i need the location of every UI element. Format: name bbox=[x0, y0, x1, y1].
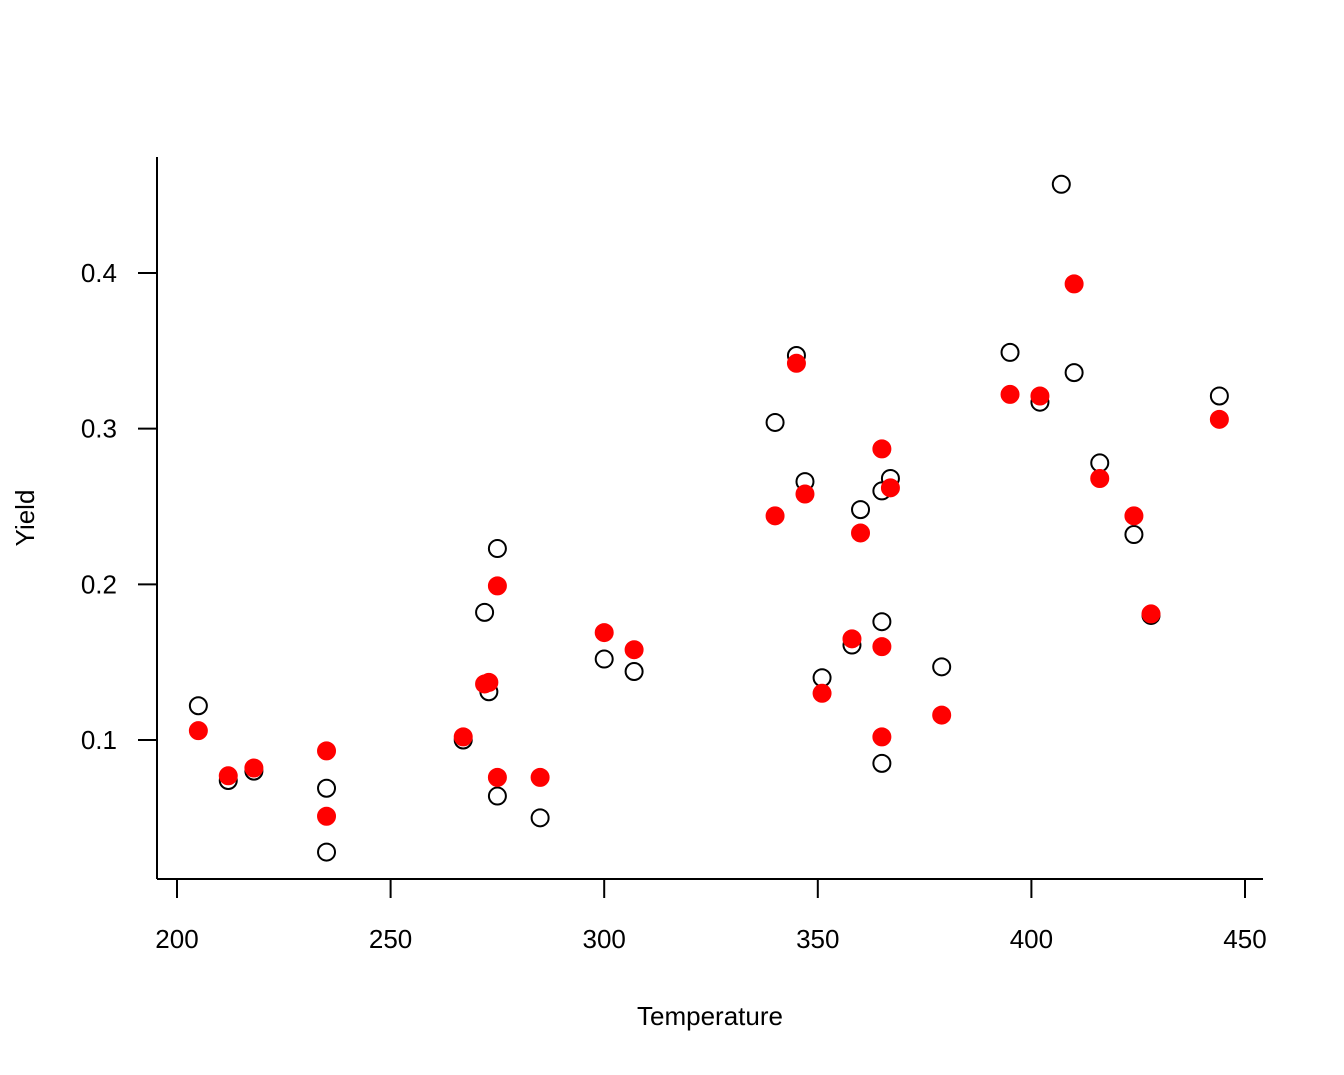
data-point-open bbox=[594, 649, 614, 669]
x-tick-label: 350 bbox=[796, 924, 839, 954]
data-point-filled bbox=[851, 523, 871, 543]
data-point-filled bbox=[487, 576, 507, 596]
data-point-filled bbox=[1209, 409, 1229, 429]
x-tick-label: 200 bbox=[155, 924, 198, 954]
y-axis-label: Yield bbox=[10, 490, 40, 547]
data-point-filled bbox=[479, 672, 499, 692]
y-axis-ticks: 0.1 0.2 0.3 0.4 bbox=[81, 258, 157, 755]
data-point-filled bbox=[624, 640, 644, 660]
y-tick-label: 0.1 bbox=[81, 725, 117, 755]
data-point-filled bbox=[1000, 384, 1020, 404]
x-axis-ticks: 200 250 300 350 400 450 bbox=[155, 879, 1267, 954]
x-tick-label: 400 bbox=[1010, 924, 1053, 954]
data-point-filled bbox=[218, 766, 238, 786]
data-point-filled bbox=[932, 705, 952, 725]
data-point-filled bbox=[842, 629, 862, 649]
data-point-open bbox=[812, 668, 832, 688]
data-point-open bbox=[1124, 525, 1144, 545]
data-point-filled bbox=[1030, 386, 1050, 406]
data-point-filled bbox=[487, 767, 507, 787]
data-point-filled bbox=[786, 353, 806, 373]
data-points bbox=[188, 174, 1229, 862]
data-point-filled bbox=[872, 439, 892, 459]
data-point-open bbox=[624, 662, 644, 682]
data-point-filled bbox=[1090, 468, 1110, 488]
data-point-filled bbox=[765, 506, 785, 526]
data-point-open bbox=[317, 842, 337, 862]
data-point-open bbox=[765, 412, 785, 432]
data-point-open bbox=[1064, 363, 1084, 383]
data-point-open bbox=[872, 753, 892, 773]
data-point-filled bbox=[453, 727, 473, 747]
data-point-open bbox=[188, 696, 208, 716]
data-point-filled bbox=[317, 806, 337, 826]
data-point-filled bbox=[244, 758, 264, 778]
data-point-open bbox=[872, 612, 892, 632]
data-point-open bbox=[475, 602, 495, 622]
data-point-open bbox=[317, 778, 337, 798]
series-filled-points bbox=[188, 274, 1229, 826]
data-point-filled bbox=[188, 721, 208, 741]
x-tick-label: 250 bbox=[369, 924, 412, 954]
data-point-filled bbox=[1141, 604, 1161, 624]
x-axis-label: Temperature bbox=[637, 1001, 783, 1031]
data-point-open bbox=[530, 808, 550, 828]
x-tick-label: 300 bbox=[583, 924, 626, 954]
data-point-filled bbox=[317, 741, 337, 761]
data-point-open bbox=[1209, 386, 1229, 406]
data-point-open bbox=[1000, 342, 1020, 362]
data-point-filled bbox=[594, 623, 614, 643]
y-tick-label: 0.4 bbox=[81, 258, 117, 288]
data-point-open bbox=[487, 539, 507, 559]
y-tick-label: 0.3 bbox=[81, 414, 117, 444]
data-point-filled bbox=[795, 484, 815, 504]
x-tick-label: 450 bbox=[1223, 924, 1266, 954]
data-point-filled bbox=[812, 683, 832, 703]
axes: 200 250 300 350 400 450 0.1 0.2 0.3 0.4 bbox=[81, 157, 1267, 954]
y-tick-label: 0.2 bbox=[81, 569, 117, 599]
data-point-filled bbox=[880, 478, 900, 498]
data-point-open bbox=[851, 500, 871, 520]
data-point-filled bbox=[530, 767, 550, 787]
data-point-open bbox=[487, 786, 507, 806]
data-point-filled bbox=[1124, 506, 1144, 526]
data-point-open bbox=[1090, 453, 1110, 473]
data-point-open bbox=[1051, 174, 1071, 194]
data-point-filled bbox=[872, 727, 892, 747]
data-point-open bbox=[932, 657, 952, 677]
data-point-filled bbox=[872, 637, 892, 657]
data-point-filled bbox=[1064, 274, 1084, 294]
